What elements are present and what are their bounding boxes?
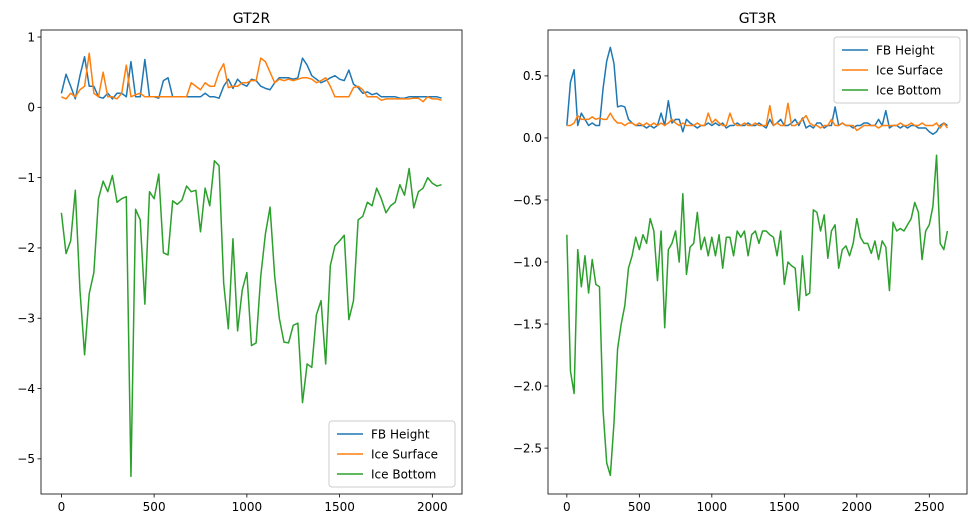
y-tick-label: 0.0	[523, 131, 542, 145]
legend-box	[328, 420, 456, 488]
y-tick-label: −2	[17, 241, 35, 255]
y-tick-label: −1.5	[513, 317, 542, 331]
series-line-fb-height	[60, 55, 442, 100]
legend-label: Ice Bottom	[876, 83, 941, 97]
x-tick-label: 0	[563, 500, 571, 514]
legend-label: FB Height	[371, 427, 430, 441]
series-line-ice-bottom	[60, 160, 442, 478]
series-line-ice-bottom	[566, 154, 949, 477]
x-tick-label: 1000	[232, 500, 263, 514]
x-tick-label: 2000	[417, 500, 448, 514]
axes-frame	[40, 29, 463, 495]
y-tick-label: −2.0	[513, 379, 542, 393]
x-tick-label: 2500	[914, 500, 945, 514]
chart-gt3r: GT3R 0 500 1000 1500 2000 2500 −2.5 −2.0 −1.5 −1.0…	[513, 11, 968, 514]
y-tick-label: −1	[17, 171, 35, 185]
legend-label: FB Height	[876, 43, 935, 57]
series-line-ice-surface	[566, 102, 949, 132]
y-tick-label: −3	[17, 312, 35, 326]
chart-gt2r: GT2R 0 500 1000 1500 2000 −5 −4 −3 −2 −1 0 1 FB Heigh…	[17, 11, 463, 514]
x-tick-label: 2000	[842, 500, 873, 514]
x-tick-label: 1500	[769, 500, 800, 514]
x-tick-label: 500	[628, 500, 651, 514]
plot-area	[566, 46, 949, 477]
y-tick-label: −4	[17, 382, 35, 396]
y-tick-label: −5	[17, 452, 35, 466]
legend-label: Ice Bottom	[371, 467, 436, 481]
series-line-ice-surface	[61, 52, 442, 103]
y-tick-label: 0.5	[523, 69, 542, 83]
y-tick-label: −0.5	[513, 193, 542, 207]
legend-box	[833, 36, 961, 104]
x-tick-label: 500	[143, 500, 166, 514]
x-tick-label: 1000	[697, 500, 728, 514]
legend: FB Height Ice Surface Ice Bottom	[833, 36, 961, 104]
x-tick-label: 1500	[324, 500, 355, 514]
y-tick-label: −2.5	[513, 441, 542, 455]
x-tick-label: 0	[58, 500, 66, 514]
legend: FB Height Ice Surface Ice Bottom	[328, 420, 456, 488]
y-tick-label: 1	[27, 30, 35, 44]
y-tick-label: 0	[27, 101, 35, 115]
legend-label: Ice Surface	[876, 63, 943, 77]
chart-title: GT3R	[739, 11, 777, 27]
legend-label: Ice Surface	[371, 447, 438, 461]
chart-title: GT2R	[233, 11, 271, 27]
y-tick-label: −1.0	[513, 255, 542, 269]
plot-area	[60, 52, 442, 478]
